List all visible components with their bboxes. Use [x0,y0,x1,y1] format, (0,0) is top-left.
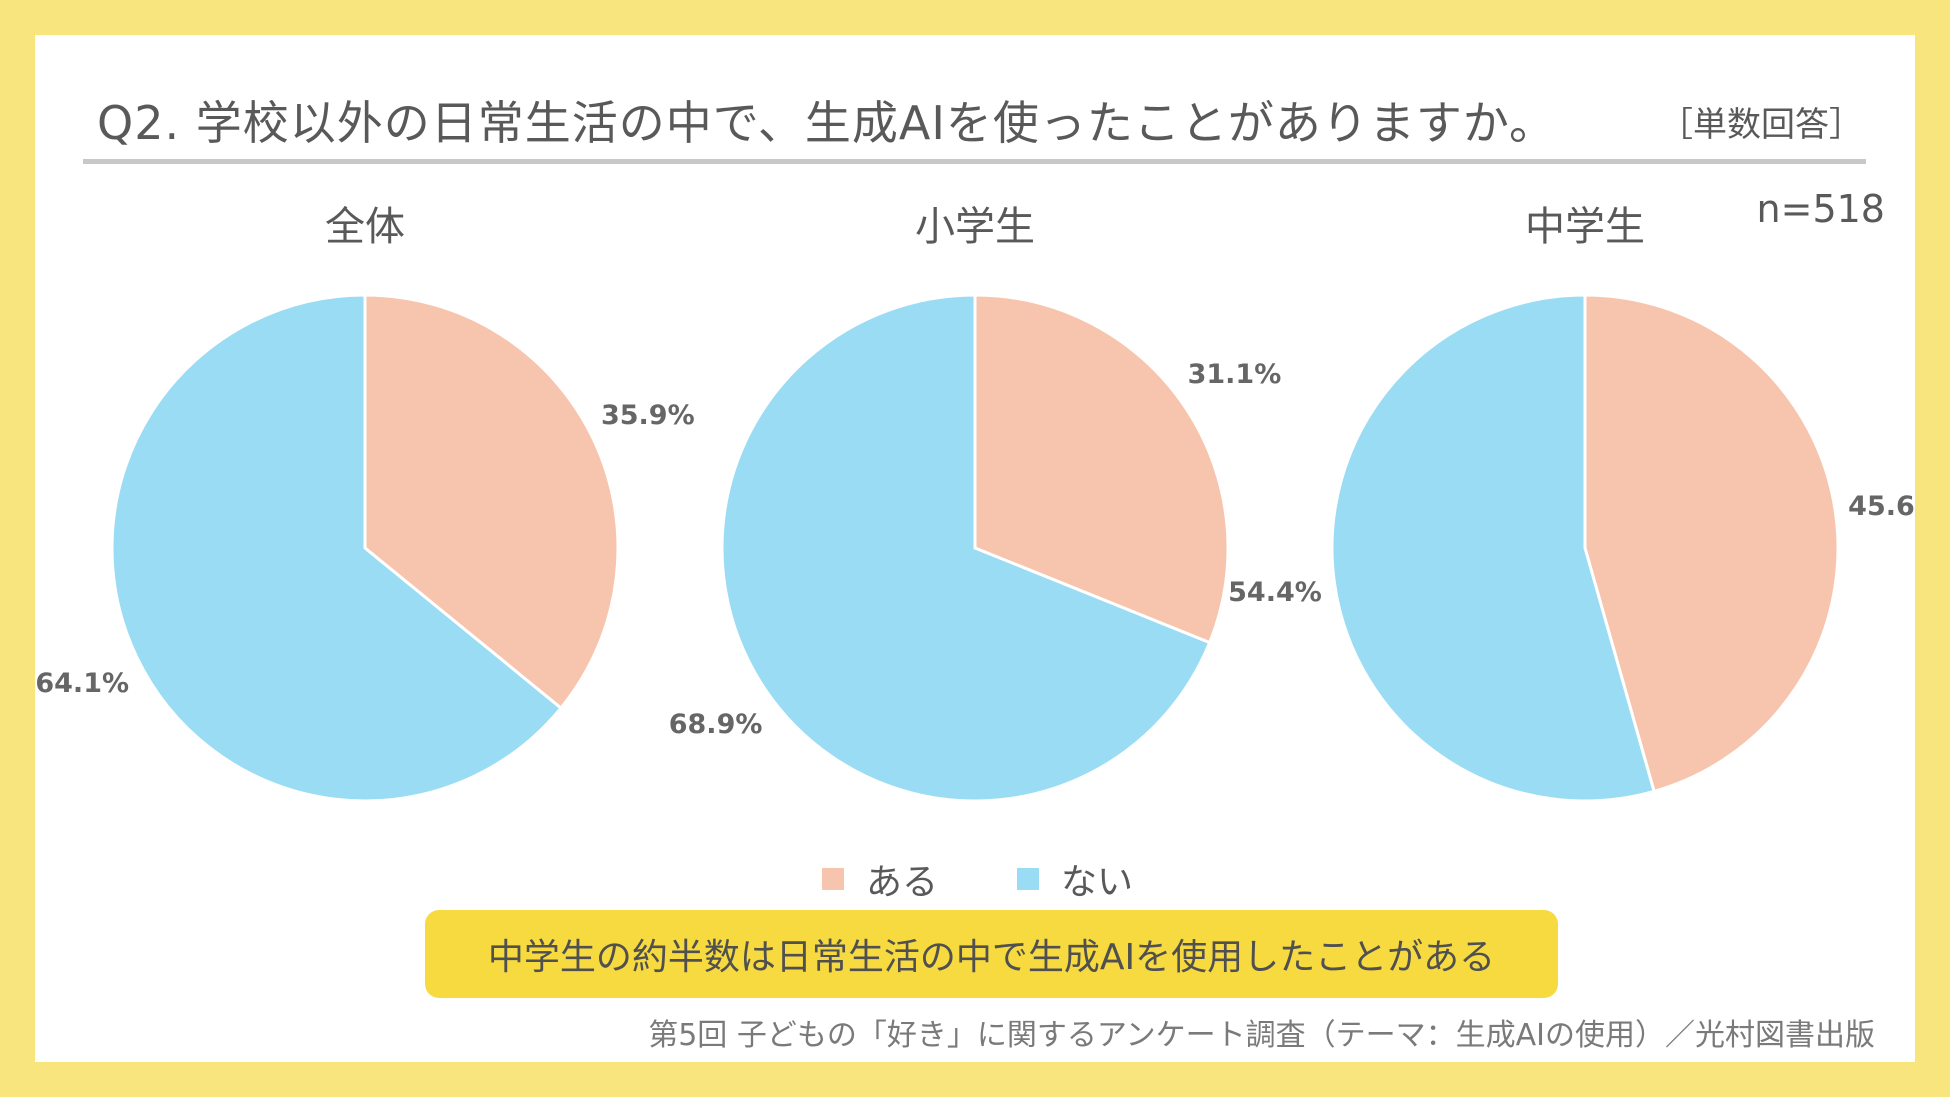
page-title: Q2. 学校以外の日常生活の中で、生成AIを使ったことがありますか。 [97,96,1556,150]
pie-slice-2-1 [1330,293,1656,803]
chart-title-1: 小学生 [915,204,1035,250]
legend-label-nai: ない [1061,862,1134,903]
question-type-label: ［単数回答］ [1659,105,1863,145]
pie-slice-0-1 [110,293,564,803]
chart-legend: ある ない [35,853,1915,903]
pie-charts: 全体 35.9% 64.1% 小学生 31.1% 68.9% 中学生 45.6% 54.4% [35,204,1915,803]
legend-label-aru: ある [866,862,939,903]
title-divider [83,159,1866,164]
source-credit: 第5回 子どもの「好き」に関するアンケート調査（テーマ：生成AIの使用）／光村図… [648,1018,1875,1053]
chart-title-0: 全体 [325,204,405,250]
legend-item-nai: ない [1017,853,1133,905]
legend-item-aru: ある [822,853,938,905]
pie-slice-2-0 [1583,293,1840,794]
summary-callout: 中学生の約半数は日常生活の中で生成AIを使用したことがある [425,910,1558,998]
slice-label-2-1: 54.4% [1228,577,1322,608]
pie-slice-1-1 [720,293,1212,803]
legend-swatch-aru [822,868,844,890]
pie-slice-1-0 [973,293,1230,645]
slice-label-0-1: 64.1% [35,668,129,699]
slice-label-1-1: 68.9% [669,709,763,740]
slice-label-0-0: 35.9% [601,400,695,431]
slice-label-1-0: 31.1% [1188,359,1282,390]
legend-swatch-nai [1017,868,1039,890]
sample-size-label: n=518 [1756,187,1885,231]
slide-panel: Q2. 学校以外の日常生活の中で、生成AIを使ったことがありますか。 ［単数回答… [35,35,1915,1062]
chart-title-2: 中学生 [1525,204,1645,250]
slice-label-2-0: 45.6% [1848,491,1915,522]
pie-slice-0-0 [363,293,620,711]
